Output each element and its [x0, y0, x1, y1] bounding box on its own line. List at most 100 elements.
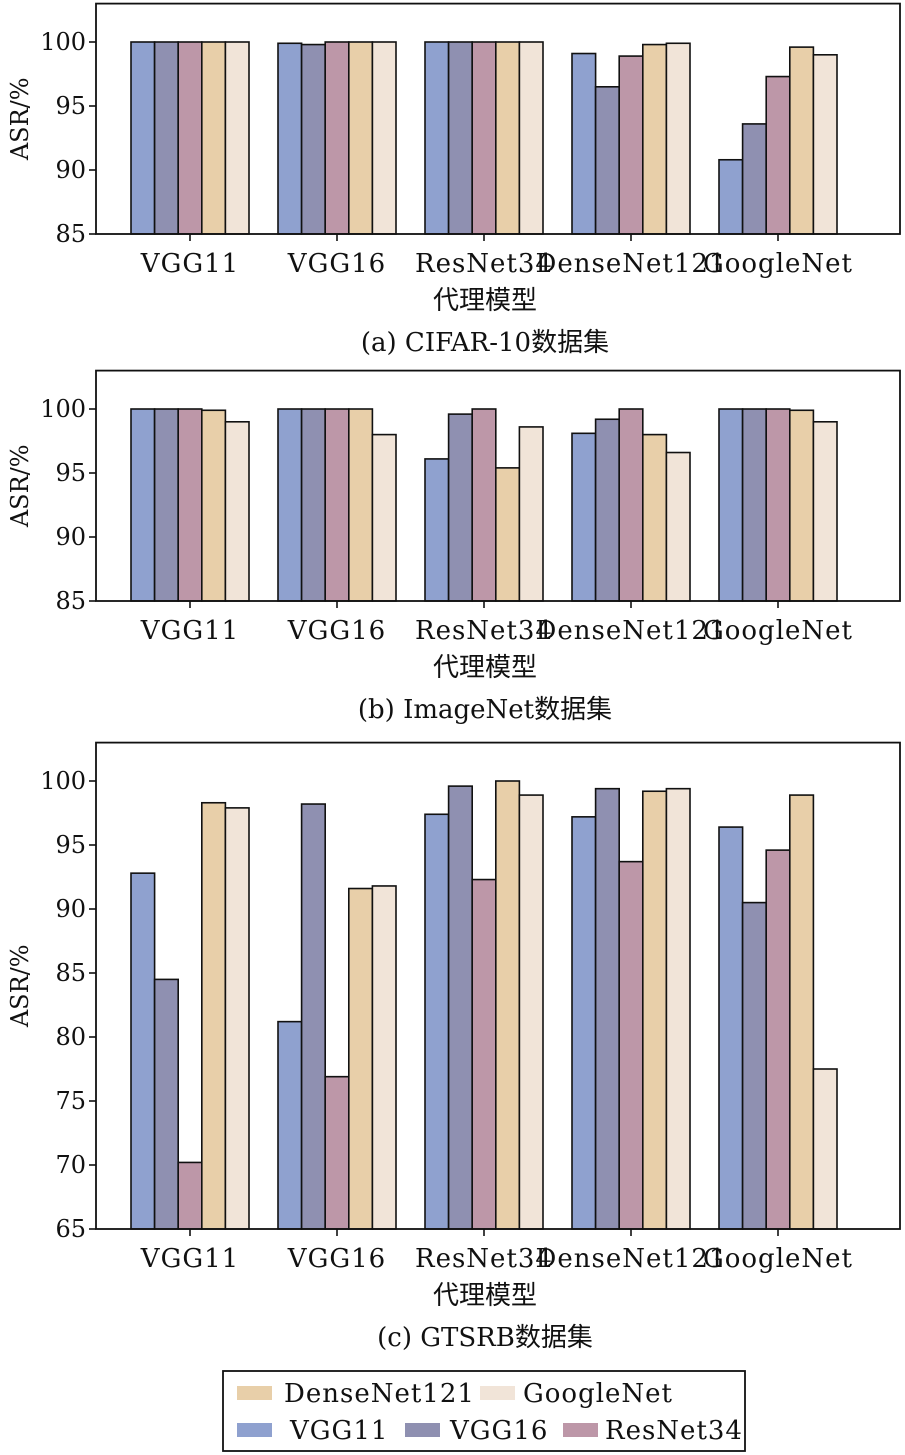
y-tick-label: 95: [55, 831, 86, 859]
panel-caption: (c) GTSRB数据集: [377, 1323, 593, 1353]
bar-vgg11-vgg16: [277, 1020, 303, 1230]
bar-vgg11-densenet121: [571, 816, 597, 1230]
bar-googlenet-googlenet: [812, 53, 838, 235]
bar-vgg16-googlenet: [741, 123, 767, 235]
legend-swatch-densenet121: [237, 1386, 272, 1400]
bar-resnet34-vgg16: [324, 408, 350, 602]
chart-panel-2: 85 90 95 100 VGG11 VGG16 ResNet34DenseNet121Go…: [6, 369, 901, 725]
y-tick-label: 75: [55, 1087, 86, 1115]
bar-vgg11-vgg11: [130, 41, 156, 235]
chart-panel-1: 85 90 95 100 VGG11 VGG16 ResNet34DenseNet121Go…: [6, 2, 901, 358]
bar-googlenet-densenet121: [665, 42, 691, 235]
bar-googlenet-vgg11: [224, 41, 250, 235]
bar-vgg11-densenet121: [571, 52, 597, 235]
bar-resnet34-resnet34: [471, 408, 497, 602]
bar-vgg16-googlenet: [741, 901, 767, 1230]
bar-resnet34-vgg11: [177, 41, 203, 235]
bar-vgg11-googlenet: [718, 408, 744, 602]
bar-vgg11-resnet34: [424, 458, 450, 602]
panel-caption: (a) CIFAR-10数据集: [361, 328, 609, 358]
y-tick-label: 95: [55, 459, 86, 487]
bar-densenet121-vgg11: [201, 41, 227, 235]
bar-vgg11-vgg11: [130, 872, 156, 1230]
bar-vgg11-googlenet: [718, 158, 744, 235]
legend-label-vgg11: VGG11: [289, 1416, 388, 1446]
chart-panel-3: 65 70 75 80 85 90 95 100 VGG11 VGG16 ResNet34Dense…: [6, 741, 901, 1353]
y-tick-label: 80: [55, 1023, 86, 1051]
bar-googlenet-vgg11: [224, 420, 250, 602]
x-tick-label: ResNet34: [415, 616, 553, 646]
y-tick-label: 85: [55, 587, 86, 615]
y-axis-label: ASR/%: [6, 444, 34, 528]
bar-densenet121-vgg11: [201, 409, 227, 602]
bar-resnet34-densenet121: [618, 860, 644, 1230]
plot-frame: [95, 369, 901, 602]
bar-densenet121-googlenet: [788, 794, 815, 1230]
x-tick-label: ResNet34: [415, 249, 553, 279]
bar-densenet121-vgg16: [347, 41, 374, 235]
legend-box: [222, 1370, 746, 1452]
bar-vgg16-resnet34: [447, 785, 474, 1230]
legend-swatch-vgg11: [237, 1423, 272, 1437]
x-tick-label: VGG11: [140, 1244, 239, 1274]
y-tick-label: 65: [55, 1215, 86, 1243]
bar-vgg16-vgg11: [153, 408, 180, 602]
legend-label-googlenet: GoogleNet: [523, 1379, 673, 1409]
x-tick-label: VGG11: [140, 616, 239, 646]
legend-label-densenet121: DenseNet121: [284, 1379, 475, 1409]
bar-vgg16-vgg16: [300, 803, 327, 1230]
bar-vgg16-vgg16: [300, 43, 327, 235]
bar-resnet34-resnet34: [471, 41, 497, 235]
bar-googlenet-densenet121: [665, 787, 691, 1230]
bar-googlenet-vgg11: [224, 807, 250, 1230]
bar-vgg16-densenet121: [594, 86, 620, 235]
bar-resnet34-vgg11: [177, 1161, 203, 1230]
panel-caption: (b) ImageNet数据集: [358, 695, 612, 725]
bar-googlenet-googlenet: [812, 1068, 838, 1230]
bar-vgg11-vgg11: [130, 408, 156, 602]
bar-densenet121-resnet34: [494, 467, 521, 602]
legend-label-resnet34: ResNet34: [605, 1416, 743, 1446]
bar-densenet121-densenet121: [641, 43, 668, 235]
x-axis-label: 代理模型: [433, 286, 537, 316]
x-tick-label: DenseNet121: [536, 1244, 727, 1274]
bar-vgg11-resnet34: [424, 41, 450, 235]
bar-vgg16-vgg11: [153, 978, 180, 1230]
bar-vgg16-vgg11: [153, 41, 180, 235]
bar-googlenet-googlenet: [812, 420, 838, 602]
bar-vgg11-googlenet: [718, 826, 744, 1230]
legend-label-vgg16: VGG16: [449, 1416, 548, 1446]
bar-googlenet-resnet34: [518, 794, 544, 1230]
x-tick-label: GoogleNet: [703, 1244, 853, 1274]
y-tick-label: 90: [55, 156, 86, 184]
bar-googlenet-vgg16: [371, 885, 397, 1230]
bar-googlenet-resnet34: [518, 41, 544, 235]
plot-frame: [95, 2, 901, 235]
x-axis-label: 代理模型: [433, 1281, 537, 1311]
y-axis-label: ASR/%: [6, 944, 34, 1028]
y-tick-label: 90: [55, 895, 86, 923]
bar-resnet34-googlenet: [765, 408, 791, 602]
bar-vgg11-resnet34: [424, 813, 450, 1230]
bar-densenet121-vgg11: [201, 801, 227, 1230]
bar-vgg11-vgg16: [277, 408, 303, 602]
bar-vgg16-googlenet: [741, 408, 767, 602]
bar-resnet34-densenet121: [618, 55, 644, 235]
bar-densenet121-densenet121: [641, 790, 668, 1230]
legend-swatch-resnet34: [563, 1423, 598, 1437]
x-tick-label: VGG11: [140, 249, 239, 279]
bar-resnet34-vgg16: [324, 41, 350, 235]
bar-densenet121-vgg16: [347, 408, 374, 602]
x-tick-label: VGG16: [287, 1244, 386, 1274]
y-tick-label: 95: [55, 92, 86, 120]
plot-frame: [95, 741, 901, 1230]
y-tick-label: 90: [55, 523, 86, 551]
x-tick-label: GoogleNet: [703, 616, 853, 646]
bar-densenet121-densenet121: [641, 433, 668, 602]
bar-vgg11-densenet121: [571, 432, 597, 602]
legend: DenseNet121 GoogleNet VGG11 VGG16 ResNet34: [222, 1370, 746, 1452]
x-tick-label: ResNet34: [415, 1244, 553, 1274]
bar-densenet121-googlenet: [788, 409, 815, 602]
x-tick-label: DenseNet121: [536, 616, 727, 646]
